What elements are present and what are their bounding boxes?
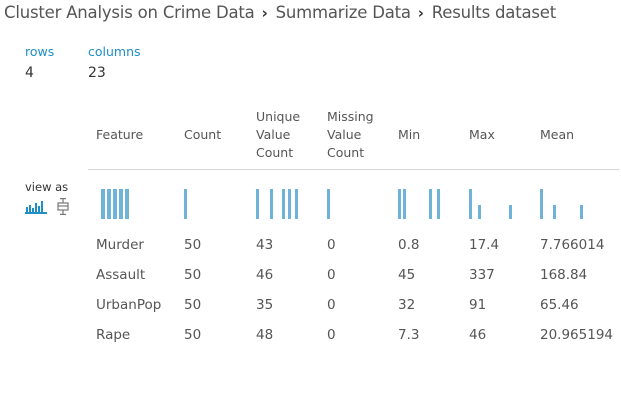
- chevron-right-icon: ›: [417, 4, 424, 22]
- header-divider: [88, 169, 619, 170]
- rows-value: 4: [25, 65, 34, 81]
- histogram-icon[interactable]: [25, 200, 47, 214]
- cell-count: 50: [184, 297, 202, 313]
- header-mean[interactable]: Mean: [540, 127, 575, 142]
- breadcrumb-item-experiment[interactable]: Cluster Analysis on Crime Data: [4, 3, 255, 22]
- cell-missing-value-count: 0: [327, 267, 336, 283]
- cell-missing-value-count: 0: [327, 327, 336, 343]
- cell-min: 32: [398, 297, 416, 313]
- cell-missing-value-count: 0: [327, 297, 336, 313]
- histogram-feature[interactable]: [101, 189, 129, 219]
- header-feature[interactable]: Feature: [96, 127, 144, 142]
- cell-min: 7.3: [398, 327, 420, 343]
- cell-count: 50: [184, 267, 202, 283]
- cell-min: 0.8: [398, 237, 420, 253]
- cell-count: 50: [184, 327, 202, 343]
- header-count[interactable]: Count: [184, 127, 222, 142]
- breadcrumb-item-module[interactable]: Summarize Data: [275, 3, 411, 22]
- header-missing-value-count[interactable]: Missing Value Count: [327, 109, 374, 160]
- view-as-label: view as: [25, 180, 69, 194]
- breadcrumb: Cluster Analysis on Crime Data › Summarize…: [4, 3, 556, 22]
- cell-missing-value-count: 0: [327, 237, 336, 253]
- histogram-min[interactable]: [398, 189, 440, 219]
- header-max[interactable]: Max: [469, 127, 495, 142]
- cell-mean: 7.766014: [540, 237, 605, 253]
- header-unique-value-count[interactable]: Unique Value Count: [256, 109, 301, 160]
- chevron-right-icon: ›: [261, 4, 268, 22]
- cell-max: 46: [469, 327, 487, 343]
- cell-mean: 20.965194: [540, 327, 614, 343]
- cell-feature: Rape: [96, 327, 131, 343]
- columns-value: 23: [88, 65, 106, 81]
- columns-label: columns: [88, 44, 141, 59]
- cell-unique-value-count: 43: [256, 237, 274, 253]
- breadcrumb-item-output: Results dataset: [431, 3, 556, 22]
- histogram-unique-value-count[interactable]: [256, 189, 298, 219]
- cell-unique-value-count: 35: [256, 297, 274, 313]
- cell-max: 17.4: [469, 237, 500, 253]
- histogram-missing-value-count[interactable]: [327, 189, 330, 219]
- cell-max: 91: [469, 297, 487, 313]
- cell-count: 50: [184, 237, 202, 253]
- rows-label: rows: [25, 44, 55, 59]
- cell-unique-value-count: 46: [256, 267, 274, 283]
- cell-max: 337: [469, 267, 495, 283]
- cell-feature: Assault: [96, 267, 146, 283]
- boxplot-icon[interactable]: [57, 198, 69, 215]
- header-min[interactable]: Min: [398, 127, 421, 142]
- histogram-mean[interactable]: [540, 189, 583, 219]
- cell-feature: UrbanPop: [96, 297, 162, 313]
- histogram-max[interactable]: [469, 189, 512, 219]
- cell-unique-value-count: 48: [256, 327, 274, 343]
- cell-mean: 168.84: [540, 267, 588, 283]
- histogram-count[interactable]: [184, 189, 187, 219]
- cell-feature: Murder: [96, 237, 144, 253]
- cell-min: 45: [398, 267, 416, 283]
- cell-mean: 65.46: [540, 297, 579, 313]
